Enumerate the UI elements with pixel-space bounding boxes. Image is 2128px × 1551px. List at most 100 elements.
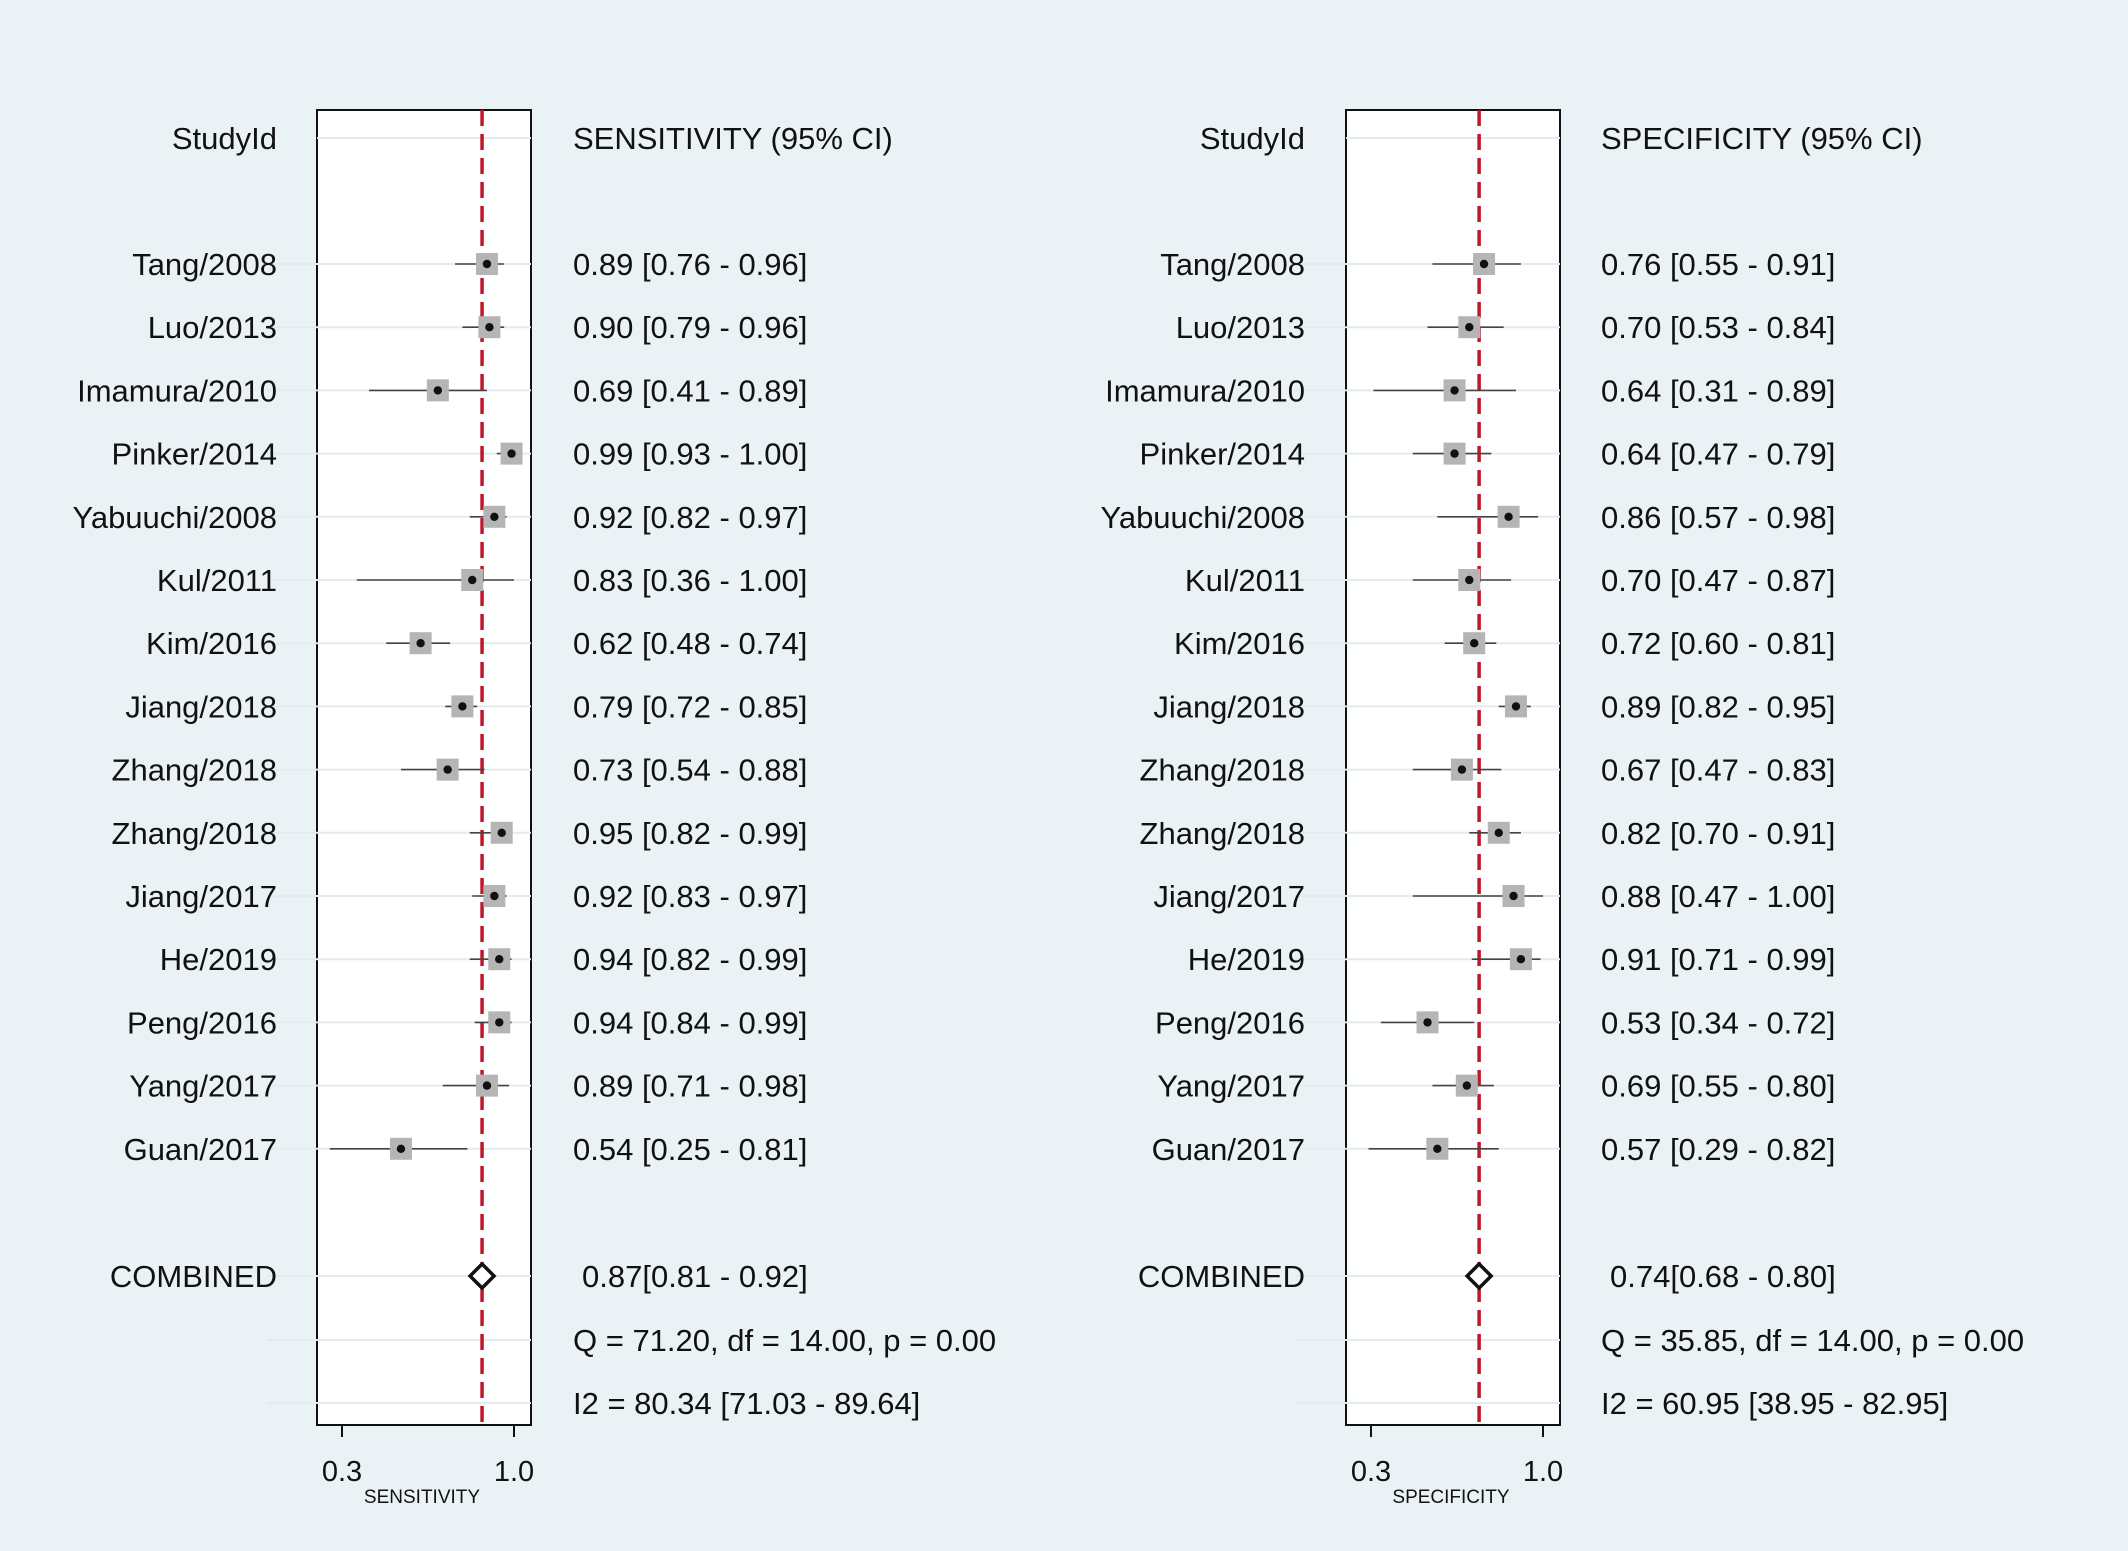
- study-name: Luo/2013: [1176, 310, 1305, 345]
- point-estimate-dot: [507, 449, 516, 458]
- point-estimate-dot: [1423, 1018, 1432, 1027]
- study-name: Zhang/2018: [112, 816, 277, 851]
- study-ci-value: 0.76 [0.55 - 0.91]: [1601, 247, 1835, 282]
- study-name: Pinker/2014: [112, 437, 277, 472]
- study-name: Yabuuchi/2008: [1100, 500, 1305, 535]
- point-estimate-dot: [495, 1018, 504, 1027]
- study-ci-value: 0.54 [0.25 - 0.81]: [573, 1132, 807, 1167]
- heterogeneity-q: Q = 71.20, df = 14.00, p = 0.00: [573, 1323, 996, 1358]
- point-estimate-dot: [1470, 639, 1479, 648]
- point-estimate-dot: [1479, 259, 1489, 269]
- study-ci-value: 0.88 [0.47 - 1.00]: [1601, 879, 1835, 914]
- plot-panel: [316, 109, 532, 1426]
- study-name: Yang/2017: [129, 1069, 277, 1104]
- study-name: Jiang/2017: [1153, 879, 1305, 914]
- study-name: Zhang/2018: [1140, 816, 1305, 851]
- point-estimate-dot: [497, 828, 506, 837]
- study-ci-value: 0.67 [0.47 - 0.83]: [1601, 753, 1835, 788]
- forest-panel-sensitivity: StudyId SENSITIVITY (95% CI) Tang/2008 0.89…: [72, 109, 996, 1508]
- study-name: Peng/2016: [127, 1005, 277, 1040]
- study-name: Zhang/2018: [112, 753, 277, 788]
- x-tick-label: 0.3: [322, 1456, 362, 1488]
- study-name: Jiang/2018: [1153, 689, 1305, 724]
- point-estimate-dot: [1462, 1081, 1472, 1090]
- point-estimate-dot: [1457, 765, 1467, 774]
- study-name: Kim/2016: [146, 626, 277, 661]
- study-name: He/2019: [160, 942, 277, 977]
- point-estimate-dot: [482, 259, 492, 269]
- heterogeneity-i2: I2 = 80.34 [71.03 - 89.64]: [573, 1386, 920, 1421]
- study-id-header: StudyId: [1200, 121, 1305, 156]
- study-name: Tang/2008: [132, 247, 277, 282]
- combined-diamond: [467, 1261, 497, 1291]
- combined-ci-value: 0.87[0.81 - 0.92]: [582, 1259, 808, 1294]
- point-estimate-dot: [458, 702, 467, 711]
- study-ci-value: 0.86 [0.57 - 0.98]: [1601, 500, 1835, 535]
- point-estimate-dot: [416, 639, 425, 648]
- study-name: Guan/2017: [124, 1132, 277, 1167]
- point-estimate-dot: [1465, 323, 1474, 332]
- heterogeneity-i2: I2 = 60.95 [38.95 - 82.95]: [1601, 1386, 1948, 1421]
- point-estimate-dot: [468, 575, 477, 585]
- x-axis-label: SENSITIVITY: [364, 1487, 480, 1508]
- study-ci-value: 0.94 [0.84 - 0.99]: [573, 1005, 807, 1040]
- study-ci-value: 0.92 [0.83 - 0.97]: [573, 879, 807, 914]
- study-name: Imamura/2010: [77, 373, 277, 408]
- study-name: He/2019: [1188, 942, 1305, 977]
- study-ci-value: 0.95 [0.82 - 0.99]: [573, 816, 807, 851]
- study-name: Jiang/2017: [125, 879, 277, 914]
- forest-panel-specificity: StudyId SPECIFICITY (95% CI) Tang/2008 0.76…: [1100, 109, 2024, 1508]
- combined-ci-value: 0.74[0.68 - 0.80]: [1610, 1259, 1836, 1294]
- study-ci-value: 0.70 [0.53 - 0.84]: [1601, 310, 1835, 345]
- point-estimate-dot: [1494, 828, 1503, 837]
- study-ci-value: 0.70 [0.47 - 0.87]: [1601, 563, 1835, 598]
- study-ci-value: 0.73 [0.54 - 0.88]: [573, 753, 807, 788]
- study-ci-value: 0.94 [0.82 - 0.99]: [573, 942, 807, 977]
- combined-label: COMBINED: [1138, 1259, 1305, 1294]
- point-estimate-dot: [490, 891, 499, 901]
- combined-diamond: [1464, 1261, 1494, 1291]
- point-estimate-dot: [485, 323, 494, 332]
- study-ci-value: 0.99 [0.93 - 1.00]: [573, 437, 807, 472]
- study-ci-value: 0.91 [0.71 - 0.99]: [1601, 942, 1835, 977]
- point-estimate-dot: [1450, 386, 1459, 395]
- study-name: Luo/2013: [148, 310, 277, 345]
- point-estimate-dot: [490, 512, 499, 521]
- study-ci-value: 0.53 [0.34 - 0.72]: [1601, 1005, 1835, 1040]
- study-name: Yabuuchi/2008: [72, 500, 277, 535]
- study-ci-value: 0.90 [0.79 - 0.96]: [573, 310, 807, 345]
- study-name: Tang/2008: [1160, 247, 1305, 282]
- study-name: Zhang/2018: [1140, 753, 1305, 788]
- x-axis-label: SPECIFICITY: [1392, 1487, 1510, 1508]
- point-estimate-dot: [482, 1081, 492, 1090]
- point-estimate-dot: [1450, 449, 1459, 458]
- study-name: Pinker/2014: [1140, 437, 1305, 472]
- ci-header: SENSITIVITY (95% CI): [573, 121, 893, 156]
- study-ci-value: 0.92 [0.82 - 0.97]: [573, 500, 807, 535]
- study-name: Jiang/2018: [125, 689, 277, 724]
- x-tick-label: 1.0: [494, 1456, 534, 1488]
- point-estimate-dot: [443, 765, 452, 774]
- point-estimate-dot: [1433, 1144, 1442, 1154]
- study-ci-value: 0.89 [0.76 - 0.96]: [573, 247, 807, 282]
- heterogeneity-q: Q = 35.85, df = 14.00, p = 0.00: [1601, 1323, 2024, 1358]
- study-name: Peng/2016: [1155, 1005, 1305, 1040]
- point-estimate-dot: [1509, 891, 1518, 901]
- study-ci-value: 0.64 [0.47 - 0.79]: [1601, 437, 1835, 472]
- study-name: Kul/2011: [1185, 563, 1305, 598]
- combined-label: COMBINED: [110, 1259, 277, 1294]
- study-name: Kim/2016: [1174, 626, 1305, 661]
- study-ci-value: 0.89 [0.82 - 0.95]: [1601, 689, 1835, 724]
- point-estimate-dot: [1511, 702, 1521, 711]
- point-estimate-dot: [1516, 955, 1526, 964]
- study-ci-value: 0.89 [0.71 - 0.98]: [573, 1069, 807, 1104]
- study-ci-value: 0.69 [0.41 - 0.89]: [573, 373, 807, 408]
- study-ci-value: 0.64 [0.31 - 0.89]: [1601, 373, 1835, 408]
- point-estimate-dot: [433, 386, 443, 395]
- point-estimate-dot: [495, 955, 504, 964]
- study-ci-value: 0.69 [0.55 - 0.80]: [1601, 1069, 1835, 1104]
- study-name: Guan/2017: [1152, 1132, 1305, 1167]
- study-ci-value: 0.62 [0.48 - 0.74]: [573, 626, 807, 661]
- point-estimate-dot: [1465, 575, 1474, 585]
